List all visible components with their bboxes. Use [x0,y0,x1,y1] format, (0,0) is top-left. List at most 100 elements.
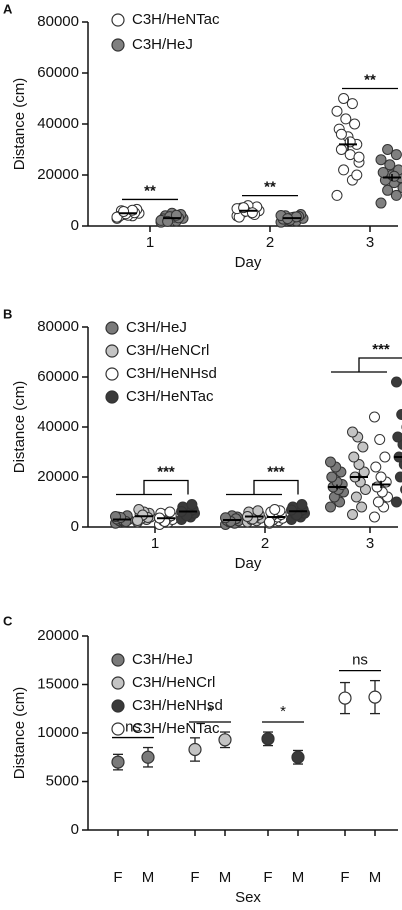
y-tick-label: 20000 [37,468,79,485]
mean-point [291,750,305,764]
y-tick-label: 0 [71,518,79,535]
y-tick-label: 60000 [37,368,79,385]
mean-point [261,732,275,746]
x-tick-label: F [263,869,272,886]
y-tick-label: 40000 [37,115,79,132]
significance: * [207,703,213,720]
mean-point [111,755,125,769]
y-tick-label: 80000 [37,13,79,30]
data-point [264,516,275,528]
data-point [370,461,382,473]
y-tick-label: 10000 [37,724,79,741]
panel-label: B [3,306,12,321]
data-point [382,144,394,155]
data-point [220,512,231,524]
data-point [382,184,394,196]
data-point [347,509,358,520]
legend-label: C3H/HeJ [132,651,193,668]
data-point [353,459,365,470]
x-tick-label: M [292,869,305,886]
mean-point [368,690,382,704]
data-point [296,499,308,510]
data-point [397,182,402,194]
panel-label: C [3,613,13,628]
legend-label: C3H/HeNTac [132,11,220,28]
x-tick-label: M [142,869,155,886]
legend-label: C3H/HeNCrl [132,674,215,691]
x-tick-label: 1 [146,234,154,251]
data-point [392,431,402,443]
legend-marker [111,653,125,667]
legend-marker [111,676,125,690]
x-tick-label: M [369,869,382,886]
significance: *** [157,463,175,480]
data-point [164,506,176,518]
data-point [290,211,302,223]
data-point [356,501,368,513]
data-point [394,471,402,483]
data-point [369,411,380,423]
y-axis-label: Distance (cm) [11,687,28,780]
significance: ns [352,652,368,669]
data-point [369,511,380,523]
significance: ** [364,71,376,88]
mean-point [141,750,155,764]
data-point [347,426,358,438]
data-point [118,205,130,217]
legend-label: C3H/HeNHsd [126,365,217,382]
y-tick-label: 5000 [46,772,79,789]
significance: * [280,703,286,720]
x-tick-label: 3 [366,535,374,552]
sig-bracket [358,357,402,372]
data-point [325,456,336,468]
legend-marker [105,390,119,404]
sig-bracket [253,479,299,495]
mean-point [188,742,202,757]
data-point [374,434,386,445]
y-tick-label: 15000 [37,675,79,692]
panel-label: A [3,1,13,16]
data-point [331,189,343,201]
data-point [396,409,402,420]
x-axis-label: Sex [235,889,261,906]
data-point [379,451,391,463]
y-axis-label: Distance (cm) [11,381,28,474]
data-point [390,189,402,201]
legend-marker [111,722,125,736]
y-tick-label: 60000 [37,64,79,81]
y-tick-label: 20000 [37,627,79,644]
significance: ** [144,182,156,199]
data-point [335,128,347,140]
x-tick-label: 2 [261,535,269,552]
data-point [338,164,350,176]
data-point [325,501,336,513]
y-tick-label: 0 [71,821,79,838]
x-tick-label: 3 [366,234,374,251]
data-point [390,149,402,161]
legend-marker [105,344,119,358]
data-point [269,504,281,515]
y-tick-label: 40000 [37,418,79,435]
data-point [349,118,361,130]
legend-label: C3H/HeNTac [126,388,214,405]
x-tick-label: 1 [151,535,159,552]
significance: ** [264,179,276,196]
data-point [326,471,338,483]
data-point [360,484,371,495]
data-point [375,471,387,483]
significance: *** [372,341,390,358]
data-point [346,98,358,110]
data-point [353,151,365,163]
legend-label: C3H/HeJ [126,319,187,336]
data-point [375,154,387,166]
legend-marker [105,367,119,381]
x-axis-label: Day [235,254,262,271]
significance: ns [125,719,141,736]
y-tick-label: 20000 [37,166,79,183]
data-point [351,169,363,181]
data-point [340,113,352,125]
x-tick-label: 2 [266,234,274,251]
data-point [335,144,347,155]
x-axis-label: Day [235,555,262,572]
